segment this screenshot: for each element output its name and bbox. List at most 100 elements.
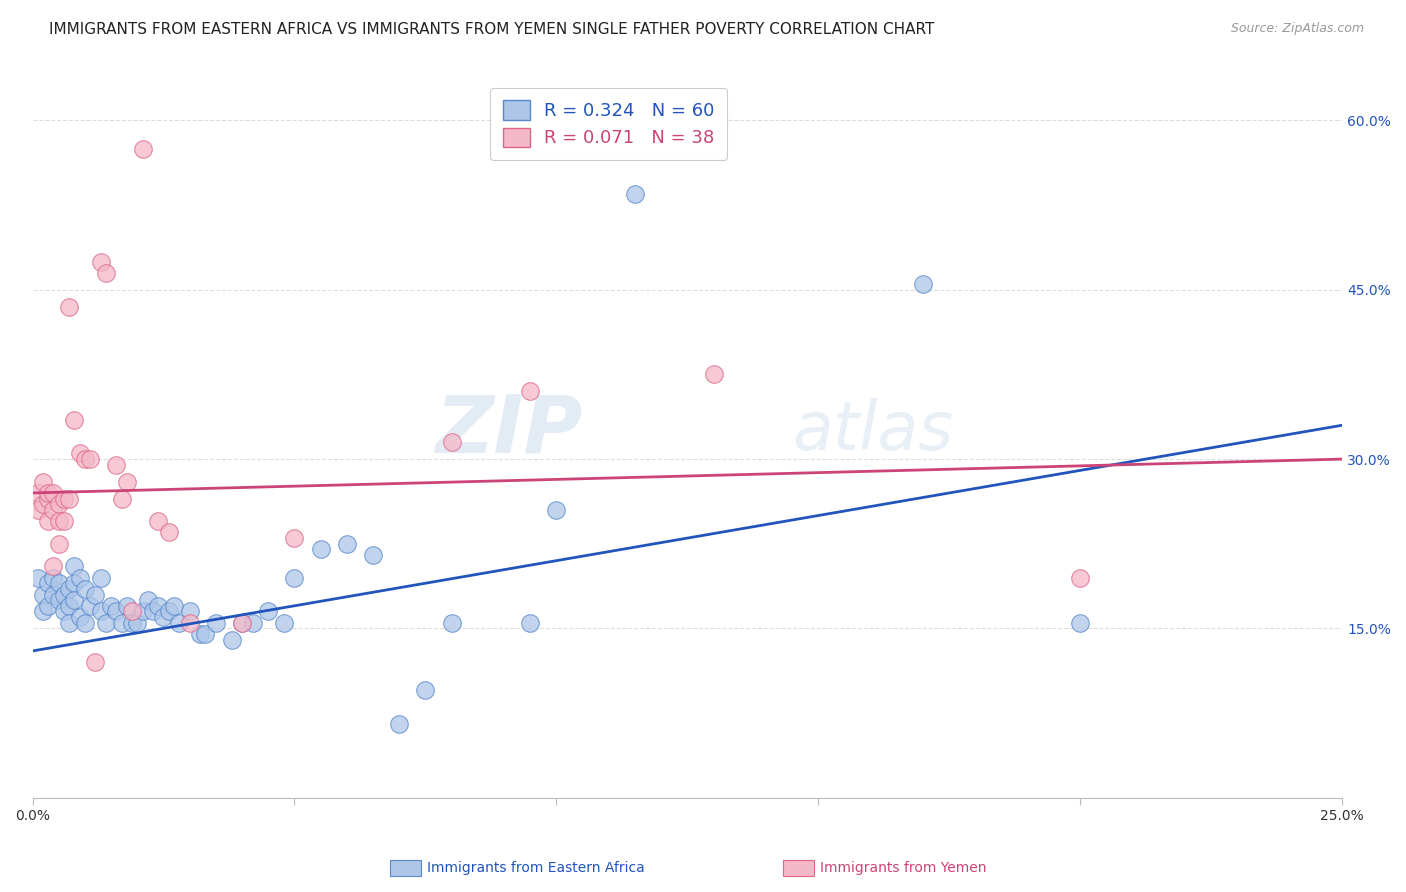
Point [309, 542, 332, 557]
Text: Immigrants from Eastern Africa: Immigrants from Eastern Africa [427, 861, 644, 875]
Point [188, 627, 211, 641]
Point [179, 604, 201, 618]
Point [1069, 571, 1091, 585]
Point [32, 604, 55, 618]
Point [121, 604, 143, 618]
Point [194, 627, 217, 641]
Point [519, 615, 541, 630]
Point [361, 548, 384, 562]
Point [257, 604, 280, 618]
Point [58, 615, 80, 630]
Point [58, 599, 80, 613]
Point [63, 576, 86, 591]
Point [163, 599, 186, 613]
Point [546, 503, 568, 517]
Point [58, 300, 80, 314]
Point [142, 604, 165, 618]
Point [58, 491, 80, 506]
Point [37, 486, 59, 500]
Point [231, 615, 253, 630]
Point [131, 142, 153, 156]
Point [63, 559, 86, 574]
Point [152, 610, 174, 624]
Point [115, 475, 138, 489]
Point [127, 615, 149, 630]
Point [73, 452, 96, 467]
Text: atlas: atlas [792, 398, 953, 464]
Text: Source: ZipAtlas.com: Source: ZipAtlas.com [1230, 22, 1364, 36]
Legend: R = 0.324   N = 60, R = 0.071   N = 38: R = 0.324 N = 60, R = 0.071 N = 38 [491, 87, 727, 160]
Point [388, 717, 411, 731]
Point [283, 531, 305, 545]
Point [221, 632, 243, 647]
Point [624, 186, 647, 201]
Point [283, 571, 305, 585]
Point [48, 576, 70, 591]
Point [148, 599, 170, 613]
Point [157, 604, 180, 618]
Point [110, 491, 132, 506]
Point [131, 604, 153, 618]
Point [84, 655, 107, 669]
Point [42, 503, 65, 517]
Point [79, 452, 101, 467]
Point [42, 559, 65, 574]
Point [84, 588, 107, 602]
Point [27, 486, 49, 500]
Point [37, 491, 59, 506]
Point [63, 412, 86, 426]
Point [100, 599, 122, 613]
Point [273, 615, 295, 630]
Point [69, 571, 91, 585]
Point [48, 497, 70, 511]
Point [42, 571, 65, 585]
Point [52, 514, 75, 528]
Point [73, 615, 96, 630]
Point [37, 576, 59, 591]
Point [32, 497, 55, 511]
Point [110, 615, 132, 630]
Point [94, 266, 117, 280]
Point [167, 615, 190, 630]
Point [121, 615, 143, 630]
Point [205, 615, 228, 630]
Point [179, 615, 201, 630]
Point [912, 277, 935, 292]
Point [32, 588, 55, 602]
Text: Immigrants from Yemen: Immigrants from Yemen [820, 861, 986, 875]
Point [90, 604, 112, 618]
Point [48, 537, 70, 551]
Point [79, 599, 101, 613]
Point [73, 582, 96, 596]
Point [136, 593, 159, 607]
Point [115, 599, 138, 613]
Point [27, 571, 49, 585]
Point [42, 486, 65, 500]
Text: ZIP: ZIP [436, 392, 582, 470]
Point [37, 599, 59, 613]
Point [440, 615, 463, 630]
Point [63, 593, 86, 607]
Point [42, 588, 65, 602]
Point [1069, 615, 1091, 630]
Point [58, 582, 80, 596]
Point [105, 458, 128, 472]
Point [69, 610, 91, 624]
Point [52, 588, 75, 602]
Point [105, 604, 128, 618]
Point [32, 475, 55, 489]
Point [415, 683, 437, 698]
Point [52, 604, 75, 618]
Point [94, 615, 117, 630]
Point [52, 491, 75, 506]
Point [48, 514, 70, 528]
Point [703, 368, 725, 382]
Point [157, 525, 180, 540]
Point [231, 615, 253, 630]
Point [37, 514, 59, 528]
Point [27, 503, 49, 517]
Point [48, 593, 70, 607]
Text: IMMIGRANTS FROM EASTERN AFRICA VS IMMIGRANTS FROM YEMEN SINGLE FATHER POVERTY CO: IMMIGRANTS FROM EASTERN AFRICA VS IMMIGR… [49, 22, 935, 37]
Point [242, 615, 264, 630]
Point [90, 254, 112, 268]
